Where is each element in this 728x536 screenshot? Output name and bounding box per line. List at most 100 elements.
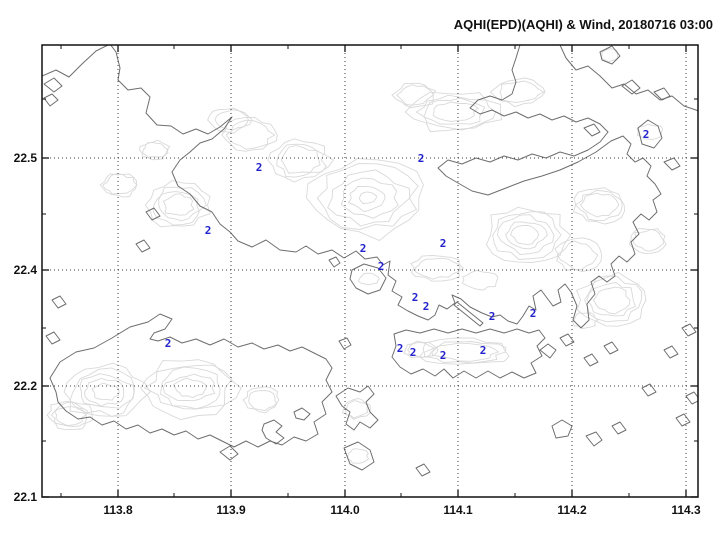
- terrain-contour: [407, 342, 435, 358]
- terrain-contour: [554, 237, 603, 272]
- grid-layer: [42, 45, 698, 497]
- terrain-contour: [143, 364, 233, 410]
- terrain-contour: [306, 158, 424, 242]
- terrain-contour: [63, 362, 151, 417]
- island-mirs-1: [621, 79, 641, 95]
- aqhi-station-value: 2: [205, 224, 212, 237]
- terrain-contour: [144, 180, 211, 228]
- island-se-8: [663, 345, 679, 359]
- island-lung-kwu: [145, 207, 161, 221]
- aqhi-station-value: 2: [530, 307, 537, 320]
- y-axis-label: 22.5: [14, 151, 38, 165]
- terrain-contour: [496, 214, 555, 255]
- terrain-contour: [248, 390, 277, 412]
- aqhi-station-value: 2: [410, 346, 417, 359]
- kai-tak-runway: [453, 301, 484, 327]
- terrain-contour: [142, 142, 169, 158]
- terrain-contour: [225, 119, 276, 150]
- terrain-contour: [53, 406, 87, 426]
- terrain-contour: [418, 337, 510, 365]
- terrain-contour: [267, 138, 335, 183]
- terrain-contour: [586, 281, 636, 317]
- island-se-5: [641, 383, 657, 397]
- terrain-contour: [415, 94, 497, 131]
- aqhi-station-value: 2: [165, 337, 172, 350]
- y-axis-label: 22.1: [14, 490, 38, 504]
- terrain-contour: [346, 448, 370, 464]
- island-se-2: [559, 333, 575, 347]
- island-cheung-chau: [261, 419, 285, 445]
- island-tap-mun: [637, 119, 663, 149]
- terrain-contour: [316, 163, 419, 230]
- terrain-contour: [592, 286, 631, 315]
- island-hong-kong: [391, 328, 546, 379]
- terrain-contour: [160, 366, 221, 410]
- aqhi-station-value: 2: [397, 342, 404, 355]
- aqhi-station-value: 2: [360, 242, 367, 255]
- aqhi-station-value: 2: [418, 152, 425, 165]
- terrain-contour: [632, 228, 664, 252]
- terrain-contour: [139, 359, 242, 421]
- terrain-contour: [152, 186, 207, 226]
- aqhi-station-value: 2: [643, 128, 650, 141]
- terrain-contour: [499, 80, 545, 104]
- terrain-contour: [139, 139, 171, 161]
- island-small-2: [43, 93, 59, 107]
- coastline-layer: [42, 45, 698, 477]
- island-ma-wan: [328, 256, 341, 268]
- island-se-3: [583, 353, 599, 367]
- terrain-contour: [391, 82, 437, 109]
- island-se-9: [681, 323, 697, 337]
- terrain-contour: [102, 173, 138, 195]
- terrain-contour: [221, 116, 278, 152]
- aqhi-station-value: 2: [440, 349, 447, 362]
- island-lantau: [49, 313, 333, 448]
- island-hei-ling-chau: [293, 407, 311, 421]
- terrain-contour: [84, 378, 125, 407]
- x-axis-label: 114.3: [671, 503, 701, 517]
- terrain-contour: [341, 398, 371, 421]
- island-po-toi-1: [551, 419, 573, 439]
- terrain-contour: [347, 185, 386, 213]
- island-se-6: [685, 391, 698, 405]
- terrain-contour: [492, 211, 562, 260]
- terrain-contour: [423, 97, 486, 125]
- terrain-contour: [46, 400, 94, 431]
- island-tsing-yi: [349, 263, 387, 295]
- coastline-mainland: [42, 45, 662, 329]
- island-po-toi-2: [585, 431, 603, 447]
- terrain-contour: [242, 386, 280, 414]
- plot-frame: [41, 44, 699, 498]
- terrain-contour: [358, 191, 377, 205]
- aqhi-station-value: 2: [440, 237, 447, 250]
- terrain-contour: [636, 123, 664, 140]
- terrain-contour: [327, 169, 411, 227]
- island-small-1: [43, 77, 63, 93]
- terrain-contour: [410, 255, 465, 282]
- island-small-5: [45, 331, 61, 345]
- island-se-4: [603, 341, 619, 355]
- terrain-contour: [404, 91, 503, 133]
- x-axis-label: 113.8: [103, 503, 133, 517]
- contour-layer: [46, 48, 667, 464]
- island-mirs-3: [583, 123, 601, 137]
- island-po-toi-3: [611, 421, 627, 435]
- terrain-contour: [489, 77, 546, 108]
- terrain-contour: [91, 382, 120, 401]
- terrain-contour: [79, 373, 135, 409]
- y-axis-label: 22.4: [14, 263, 38, 277]
- x-axis-label: 114.2: [557, 503, 587, 517]
- terrain-contour: [69, 367, 135, 417]
- axis-labels-layer: 113.8 113.9 114.0 114.1 114.2 114.322.522.422…: [14, 151, 701, 517]
- terrain-contour: [505, 221, 548, 250]
- island-se-7: [675, 413, 691, 427]
- terrain-contour: [162, 193, 195, 216]
- terrain-contour: [340, 177, 399, 219]
- terrain-contour: [99, 173, 138, 198]
- coastline-shenzhen-east: [559, 45, 698, 112]
- terrain-contour: [214, 109, 250, 131]
- island-small-4: [51, 295, 67, 309]
- aqhi-station-value: 2: [256, 161, 263, 174]
